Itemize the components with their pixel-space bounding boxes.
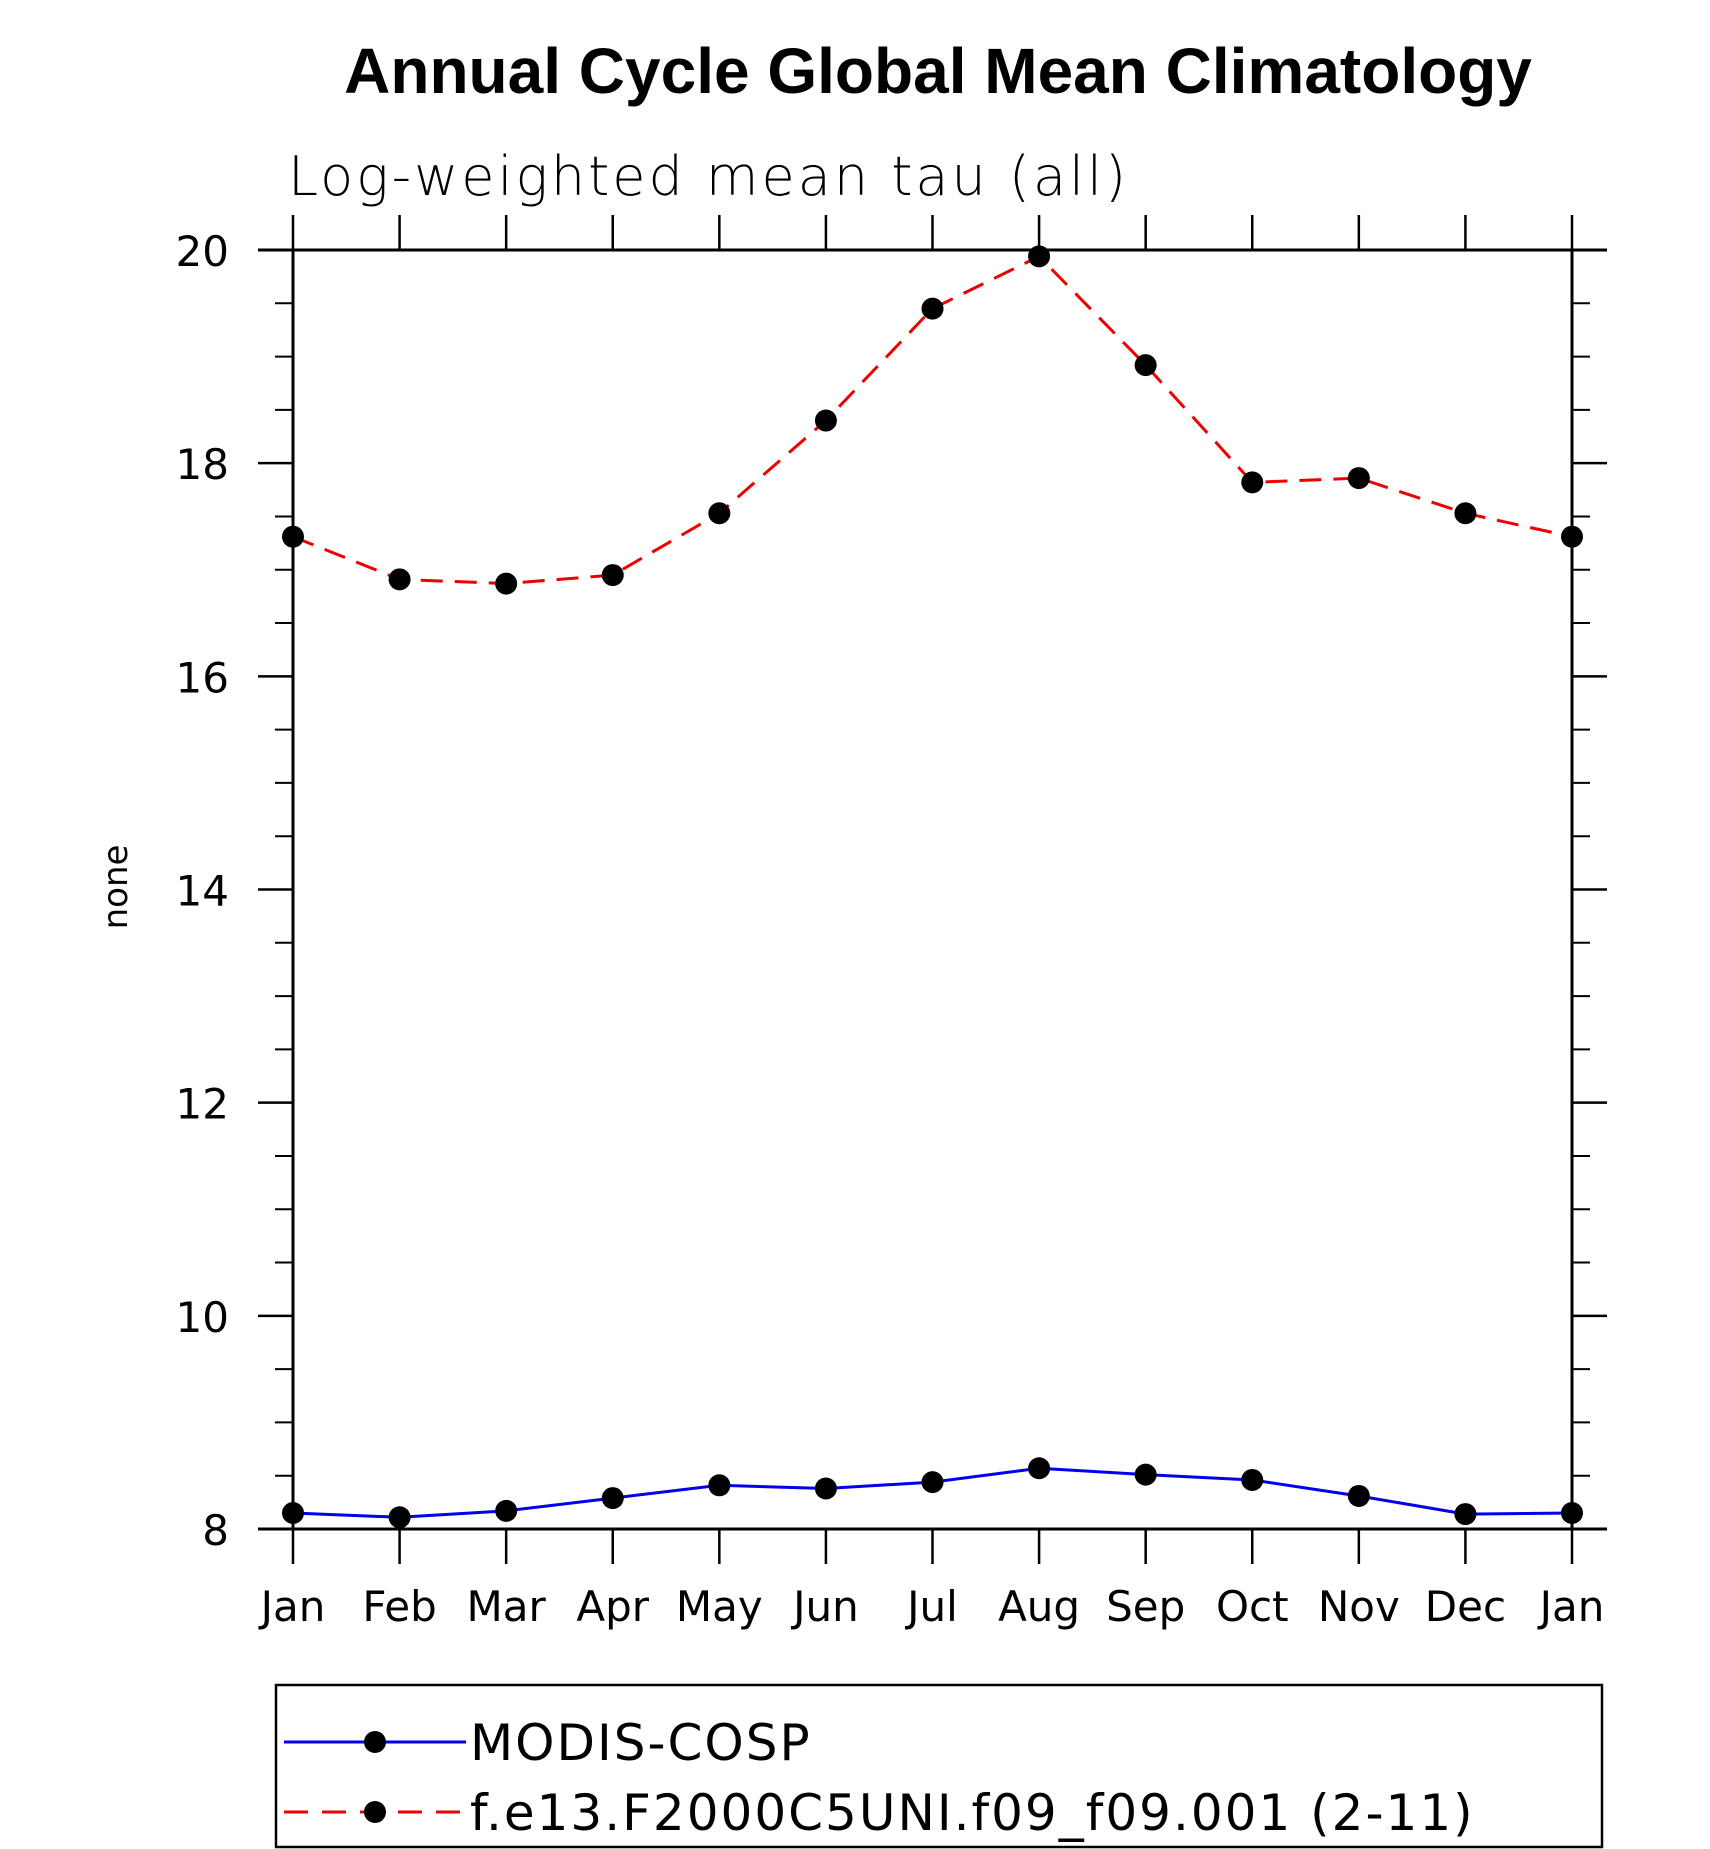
legend-label: f.e13.F2000C5UNI.f09_f09.001 (2-11) bbox=[470, 1784, 1475, 1842]
data-point bbox=[921, 297, 944, 320]
data-point bbox=[708, 1474, 731, 1497]
data-point bbox=[1454, 502, 1477, 525]
x-tick-label: Jan bbox=[258, 1582, 326, 1631]
data-point bbox=[1241, 1468, 1264, 1491]
y-tick-label: 20 bbox=[176, 227, 229, 276]
x-tick-label: Jul bbox=[904, 1582, 958, 1631]
data-point bbox=[1028, 1457, 1051, 1480]
series-0 bbox=[282, 1457, 1583, 1529]
chart-subtitle: Log-weighted mean tau (all) bbox=[288, 145, 1129, 208]
data-point bbox=[921, 1471, 944, 1494]
data-point bbox=[388, 568, 411, 591]
x-tick-label: Nov bbox=[1318, 1582, 1400, 1631]
x-tick-label: Oct bbox=[1216, 1582, 1289, 1631]
data-point bbox=[1347, 1484, 1370, 1507]
x-tick-label: Sep bbox=[1106, 1582, 1185, 1631]
x-tick-label: May bbox=[676, 1582, 763, 1631]
y-tick-label: 14 bbox=[176, 867, 229, 916]
legend-marker bbox=[364, 1801, 386, 1823]
data-point bbox=[1561, 525, 1583, 548]
x-tick-label: Jun bbox=[790, 1582, 859, 1631]
x-tick-label: Apr bbox=[576, 1582, 649, 1631]
legend-label: MODIS-COSP bbox=[470, 1714, 812, 1772]
y-tick-label: 18 bbox=[176, 440, 229, 489]
data-point bbox=[495, 1499, 518, 1522]
series-group bbox=[282, 245, 1583, 1529]
data-point bbox=[601, 1487, 624, 1510]
x-tick-label: Feb bbox=[362, 1582, 436, 1631]
data-point bbox=[388, 1506, 411, 1529]
chart-title: Annual Cycle Global Mean Climatology bbox=[344, 35, 1532, 107]
data-point bbox=[814, 409, 837, 432]
data-point bbox=[1028, 245, 1051, 268]
data-point bbox=[1134, 354, 1157, 377]
data-point bbox=[1454, 1503, 1477, 1526]
x-tick-label: Jan bbox=[1537, 1582, 1605, 1631]
data-point bbox=[282, 1502, 304, 1525]
legend-box bbox=[274, 1683, 1604, 1849]
legend: MODIS-COSP f.e13.F2000C5UNI.f09_f09.001 (… bbox=[274, 1683, 1604, 1849]
x-tick-label: Aug bbox=[998, 1582, 1080, 1631]
data-point bbox=[495, 572, 518, 595]
x-tick-label: Mar bbox=[467, 1582, 547, 1631]
y-axis-label: none bbox=[96, 845, 136, 930]
data-point bbox=[1134, 1463, 1157, 1486]
y-tick-label: 8 bbox=[202, 1506, 229, 1555]
data-point bbox=[601, 564, 624, 587]
data-point bbox=[1561, 1502, 1583, 1525]
y-tick-label: 16 bbox=[176, 653, 229, 702]
y-tick-label: 12 bbox=[176, 1080, 229, 1129]
legend-marker bbox=[364, 1731, 386, 1753]
data-point bbox=[1241, 471, 1264, 494]
series-1 bbox=[282, 245, 1583, 595]
data-point bbox=[708, 502, 731, 525]
axes: 8 10 12 14 16 18 20 Jan Feb Mar Apr May Jun Jul Aug Sep… bbox=[176, 215, 1607, 1631]
x-tick-label: Dec bbox=[1425, 1582, 1506, 1631]
y-tick-label: 10 bbox=[176, 1293, 229, 1342]
data-point bbox=[282, 525, 304, 548]
data-point bbox=[814, 1477, 837, 1500]
data-point bbox=[1347, 467, 1370, 490]
